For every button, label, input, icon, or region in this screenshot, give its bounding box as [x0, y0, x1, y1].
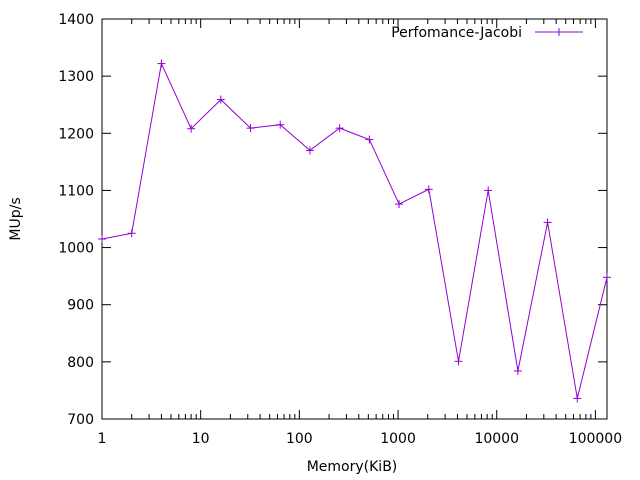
plot-frame	[101, 18, 608, 420]
tick-marks: 700 800 900 1000 1100 1200 1300 1400 1 10 100 1000 1…	[58, 12, 622, 447]
x-tick-label: 100	[286, 431, 313, 447]
data-point	[573, 394, 582, 403]
data-point	[98, 235, 106, 243]
series-line	[101, 61, 608, 399]
data-point	[246, 124, 255, 133]
x-tick-label: 1	[98, 431, 107, 447]
y-tick-label: 1300	[58, 69, 94, 85]
x-tick-label: 10	[192, 431, 210, 447]
legend: Perfomance-Jacobi	[391, 25, 583, 41]
data-point	[454, 357, 463, 366]
data-point	[484, 186, 493, 195]
data-point	[276, 120, 285, 129]
y-tick-label: 1100	[58, 183, 94, 199]
data-point	[424, 185, 433, 194]
data-point	[365, 135, 374, 144]
x-axis-label: Memory(KiB)	[307, 459, 398, 475]
data-point	[305, 146, 314, 155]
legend-label: Perfomance-Jacobi	[391, 25, 522, 41]
x-tick-label: 100000	[569, 431, 622, 447]
y-tick-label: 700	[67, 412, 94, 428]
y-tick-label: 1200	[58, 126, 94, 142]
data-point	[543, 218, 552, 227]
data-point	[187, 124, 196, 133]
data-point	[603, 273, 611, 282]
y-tick-label: 1000	[58, 241, 94, 257]
data-point	[513, 367, 522, 375]
data-point	[127, 229, 136, 238]
axes	[101, 18, 608, 420]
y-axis-label: MUp/s	[8, 197, 24, 240]
y-tick-label: 1400	[58, 12, 94, 28]
data-point	[157, 59, 166, 68]
data-point	[395, 200, 404, 209]
x-tick-label: 1000	[380, 431, 416, 447]
x-tick-label: 10000	[474, 431, 519, 447]
data-series	[98, 59, 611, 403]
y-tick-label: 900	[67, 298, 94, 314]
data-point	[335, 124, 344, 133]
data-point	[216, 95, 225, 104]
y-tick-label: 800	[67, 355, 94, 371]
